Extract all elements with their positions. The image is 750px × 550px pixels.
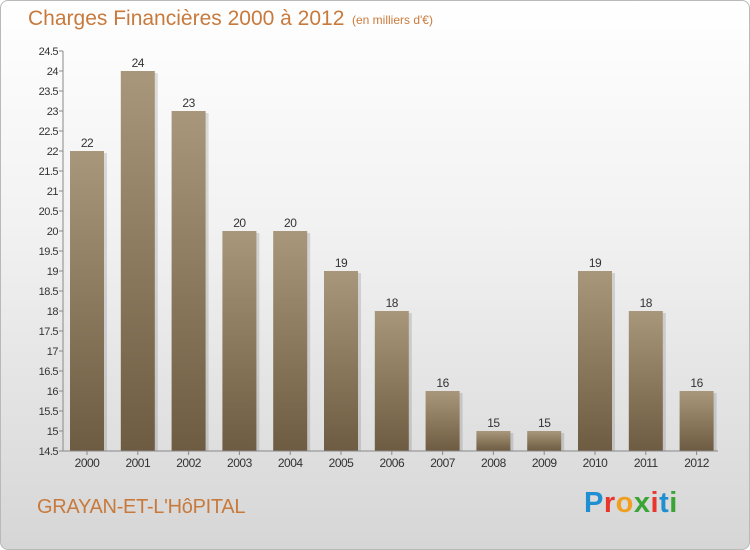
logo-letter: i <box>669 487 678 519</box>
logo-letter: o <box>615 487 634 519</box>
x-tick-label: 2009 <box>532 456 558 470</box>
data-label: 23 <box>182 96 195 110</box>
x-tick-label: 2003 <box>227 456 253 470</box>
x-tick-label: 2007 <box>430 456 456 470</box>
y-tick-label: 21.5 <box>39 166 59 178</box>
data-label: 19 <box>589 256 602 270</box>
logo-letter: t <box>659 487 670 519</box>
y-tick-label: 17.5 <box>39 326 59 338</box>
chart-subtitle: (en milliers d'€) <box>352 13 433 27</box>
data-label: 15 <box>538 416 551 430</box>
data-label: 15 <box>487 416 500 430</box>
bar-2004 <box>273 231 308 451</box>
x-tick-label: 2004 <box>278 456 304 470</box>
x-tick-label: 2006 <box>379 456 405 470</box>
y-tick-label: 22.5 <box>39 126 59 138</box>
x-tick-label: 2011 <box>634 456 659 470</box>
logo-letter: P <box>584 487 604 519</box>
data-label: 24 <box>132 56 145 70</box>
x-tick-label: 2008 <box>481 456 507 470</box>
y-tick-label: 23.5 <box>39 86 59 98</box>
data-label: 22 <box>81 136 94 150</box>
x-tick-label: 2000 <box>75 456 101 470</box>
data-label: 19 <box>335 256 348 270</box>
logo-letter: i <box>650 487 660 519</box>
y-tick-label: 21 <box>47 186 59 198</box>
y-tick-label: 19.5 <box>39 246 59 258</box>
y-tick-label: 20.5 <box>39 206 59 218</box>
commune-name: GRAYAN-ET-L'HôPITAL <box>37 496 246 518</box>
data-label: 20 <box>233 216 246 230</box>
data-label: 18 <box>640 296 653 310</box>
x-tick-label: 2001 <box>125 456 151 470</box>
y-tick-label: 14.5 <box>39 446 59 458</box>
bar-2001 <box>120 71 155 451</box>
y-tick-label: 19 <box>47 266 59 278</box>
bar-2007 <box>425 391 460 451</box>
bar-2005 <box>324 271 358 451</box>
bar-2009 <box>527 431 562 451</box>
y-tick-label: 15 <box>47 426 59 438</box>
y-tick-label: 18 <box>47 306 59 318</box>
y-tick-label: 24 <box>47 66 59 78</box>
y-tick-label: 16 <box>47 386 59 398</box>
bar-2008 <box>476 431 511 451</box>
y-tick-label: 20 <box>47 226 59 238</box>
x-tick-label: 2002 <box>176 456 202 470</box>
logo-letter: r <box>603 487 616 519</box>
bar-2012 <box>679 391 714 451</box>
y-tick-label: 15.5 <box>39 406 59 418</box>
data-label: 16 <box>436 376 449 390</box>
proxiti-logo: Proxiti <box>584 487 678 520</box>
y-tick-label: 18.5 <box>39 286 59 298</box>
x-tick-label: 2012 <box>684 456 710 470</box>
bar-chart: 14.5 15 15.5 16 16.5 17 17.5 18 18.5 19 19.5 20 20.5… <box>39 46 718 470</box>
chart-title: Charges Financières 2000 à 2012 <box>28 7 345 30</box>
bar-2002 <box>171 111 206 451</box>
bar-2003 <box>222 231 257 451</box>
y-tick-label: 24.5 <box>39 46 59 58</box>
y-tick-label: 22 <box>47 146 59 158</box>
x-tick-label: 2010 <box>583 456 609 470</box>
data-label: 20 <box>284 216 297 230</box>
x-tick-label: 2005 <box>329 456 355 470</box>
bar-2011 <box>628 311 663 451</box>
bar-2000 <box>70 151 104 451</box>
y-tick-label: 17 <box>47 346 59 358</box>
data-label: 16 <box>690 376 703 390</box>
bar-2006 <box>374 311 409 451</box>
bar-2010 <box>578 271 612 451</box>
y-tick-label: 16.5 <box>39 366 59 378</box>
data-label: 18 <box>386 296 399 310</box>
logo-letter: x <box>633 487 651 519</box>
y-tick-label: 23 <box>47 106 59 118</box>
